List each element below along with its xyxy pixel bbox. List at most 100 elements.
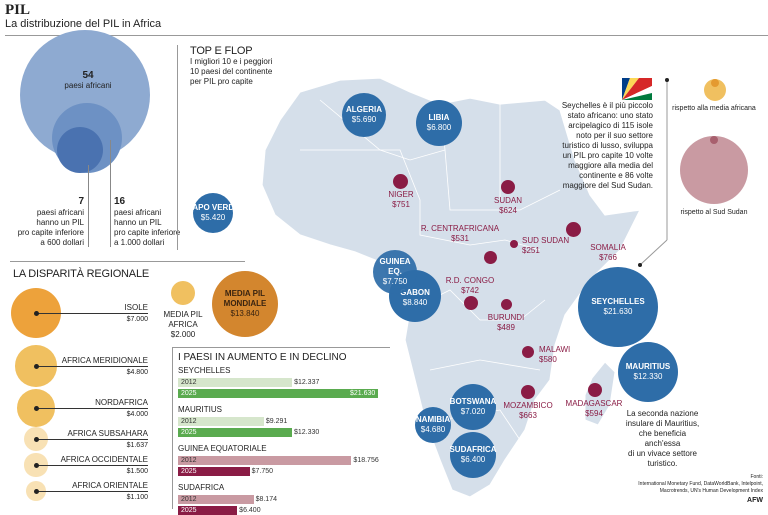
- country-name: GUINEA EQ.: [379, 257, 411, 276]
- dot-burundi[interactable]: [501, 299, 512, 310]
- country-value: $6.800: [426, 123, 452, 132]
- compare-africa-label: rispetto alla media africana: [672, 105, 756, 112]
- dot-niger[interactable]: [393, 174, 408, 189]
- region-name: ISOLE: [124, 303, 148, 312]
- africa-avg-value: $2.000: [170, 330, 196, 339]
- text-line: pro capite inferiore: [17, 228, 84, 237]
- bar-value: $18.756: [353, 457, 379, 464]
- trend-title: I PAESI IN AUMENTO E IN DECLINO: [178, 352, 347, 363]
- bubble-seychelles[interactable]: SEYCHELLES $21.630: [578, 267, 658, 347]
- bubble-namibia[interactable]: NAMIBIA $4.680: [415, 407, 451, 443]
- bubble-botswana[interactable]: BOTSWANA $7.020: [450, 384, 496, 430]
- bubble-libia[interactable]: LIBIA $6.800: [416, 100, 462, 146]
- bubble-mauritius[interactable]: MAURITIUS $12.330: [618, 342, 678, 402]
- text-line: paesi africani: [36, 208, 84, 217]
- compare-south-sudan-inner: [710, 136, 718, 144]
- trend-country: SUDAFRICA: [178, 483, 225, 492]
- text-line: I migliori 10 e i peggiori: [190, 57, 273, 66]
- country-name: MALAWI: [539, 345, 571, 354]
- country-value: $751: [392, 200, 410, 209]
- bar-year: 2025: [181, 390, 197, 397]
- text-line: La seconda nazione: [626, 409, 699, 418]
- dot-malawi[interactable]: [522, 346, 534, 358]
- dot-somalia[interactable]: [566, 222, 581, 237]
- country-value: $594: [585, 409, 603, 418]
- trend-bar: 2025: [178, 389, 378, 398]
- bubble-guinea-eq[interactable]: GUINEA EQ. $7.750: [373, 250, 417, 294]
- dot-sudan[interactable]: [501, 180, 515, 194]
- country-value: $742: [461, 286, 479, 295]
- region-name: AFRICA OCCIDENTALE: [60, 455, 148, 464]
- region-value: $4.800: [126, 369, 148, 376]
- text-line: turistico di lusso, sviluppa: [562, 141, 653, 150]
- country-value: $6.400: [460, 455, 486, 464]
- text-line: maggiore del Sud Sudan.: [562, 181, 653, 190]
- bubble-algeria[interactable]: ALGERIA $5.690: [342, 93, 386, 137]
- country-value: $7.020: [460, 407, 486, 416]
- dot-madagascar[interactable]: [588, 383, 602, 397]
- dot-centrafricana[interactable]: [484, 251, 497, 264]
- compare-africa-inner: [711, 79, 719, 87]
- brand-logo: AFW: [747, 497, 763, 504]
- country-value: $766: [599, 253, 617, 262]
- text-line: hanno un PIL: [36, 218, 84, 227]
- country-value: $7.750: [382, 277, 408, 286]
- country-name: MOZAMBICO: [503, 401, 553, 410]
- region-dot: [34, 364, 39, 369]
- trend-bar: 2025: [178, 428, 292, 437]
- bubble-sudafrica[interactable]: SUDAFRICA $6.400: [449, 432, 497, 478]
- bar-year: 2012: [181, 379, 197, 386]
- bubble-capo-verde[interactable]: CAPO VERDE $5.420: [187, 193, 239, 233]
- compare-africa-circle: [704, 79, 726, 101]
- region-dot: [34, 489, 39, 494]
- text-line: MONDIALE: [223, 299, 267, 308]
- region-dot: [34, 463, 39, 468]
- circle-7-countries: [57, 127, 103, 173]
- country-name: MAURITIUS: [625, 362, 671, 371]
- text-line: hanno un PIL: [114, 218, 162, 227]
- country-value: $4.680: [420, 425, 446, 434]
- text-line: turistico.: [647, 459, 678, 468]
- callout-dot: [665, 78, 669, 82]
- label-rd-congo: R.D. CONGO $742: [446, 276, 494, 296]
- text-line: maggiore alla media del: [568, 161, 653, 170]
- regional-title: LA DISPARITÀ REGIONALE: [13, 268, 149, 280]
- vertical-divider: [177, 45, 178, 250]
- sources-label: Fonti:: [750, 474, 763, 480]
- leader-line: [88, 165, 89, 247]
- region-name: AFRICA ORIENTALE: [72, 481, 148, 490]
- country-name: NIGER: [388, 190, 414, 199]
- label-somalia: SOMALIA $766: [590, 243, 626, 263]
- country-name: SUD SUDAN: [522, 236, 570, 245]
- text-line: Macrotrends, UN's Human Development Inde…: [659, 488, 763, 494]
- trend-bar: 2012: [178, 456, 352, 465]
- dot-sud-sudan[interactable]: [510, 240, 518, 248]
- bar-year: 2012: [181, 496, 197, 503]
- top-divider: [5, 35, 768, 36]
- text-line: MEDIA PIL: [163, 310, 203, 319]
- label-sudan: SUDAN $624: [494, 196, 522, 216]
- country-value: $531: [451, 234, 469, 243]
- bar-value: $12.330: [294, 429, 320, 436]
- bar-year: 2025: [181, 468, 197, 475]
- seychelles-flag-icon: [622, 78, 652, 100]
- country-value: $580: [539, 355, 557, 364]
- country-value: $5.420: [200, 213, 226, 222]
- compare-south-sudan-label: rispetto al Sud Sudan: [680, 209, 748, 216]
- country-value: $624: [499, 206, 517, 215]
- label-madagascar: MADAGASCAR $594: [566, 399, 623, 419]
- text-line: a 1.000 dollari: [114, 238, 165, 247]
- country-name: BURUNDI: [487, 313, 525, 322]
- dot-rd-congo[interactable]: [464, 296, 478, 310]
- region-leader: [36, 439, 148, 440]
- africa-avg-label: MEDIA PIL AFRICA $2.000: [153, 310, 213, 340]
- text-line: per PIL pro capite: [190, 77, 253, 86]
- country-value: $251: [522, 246, 540, 255]
- dot-mozambico[interactable]: [521, 385, 535, 399]
- region-value: $1.100: [126, 494, 148, 501]
- country-name: LIBIA: [428, 113, 450, 122]
- bar-value: $8.174: [255, 496, 277, 503]
- bar-value: $9.291: [265, 418, 288, 425]
- region-value: $1.500: [126, 468, 148, 475]
